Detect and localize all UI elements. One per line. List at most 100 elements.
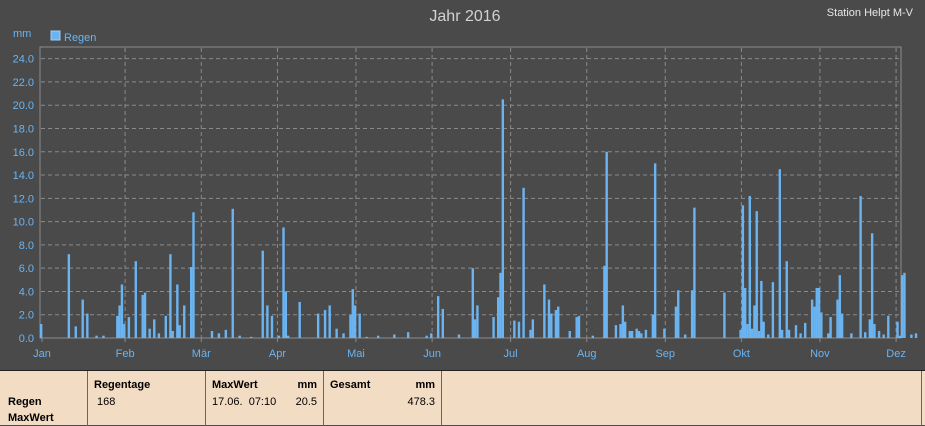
- rain-chart: Jahr 2016 Station Helpt M-V mm Regen 0.0…: [13, 7, 918, 360]
- rain-bar: [192, 212, 195, 338]
- rain-bar: [635, 328, 638, 338]
- rain-bar: [86, 313, 89, 338]
- rain-bar: [827, 333, 830, 338]
- y-tick-label: 0.0: [19, 333, 34, 345]
- rain-bar: [743, 287, 747, 338]
- rain-bar: [270, 315, 274, 338]
- rain-bar: [430, 333, 433, 338]
- rain-bar: [441, 308, 445, 338]
- rain-bar: [189, 266, 193, 338]
- rain-bar: [591, 335, 595, 338]
- rain-bar: [102, 335, 105, 338]
- rain-bar: [550, 313, 553, 338]
- rain-bar: [785, 261, 788, 338]
- rain-bar: [820, 312, 823, 338]
- rain-bar: [335, 328, 338, 338]
- maxwert-header: MaxWert: [212, 379, 258, 391]
- rain-bar: [780, 329, 784, 338]
- rain-bar: [910, 334, 913, 338]
- rain-bar: [690, 290, 694, 338]
- rain-bar: [757, 331, 761, 338]
- rain-bar: [284, 291, 288, 338]
- rain-bar: [250, 336, 253, 338]
- rain-bar: [903, 272, 906, 338]
- rain-bar: [224, 329, 228, 338]
- x-tick-label: Feb: [116, 348, 135, 360]
- rain-bar: [95, 335, 98, 338]
- rain-bar: [723, 292, 726, 338]
- rain-bar: [864, 332, 867, 338]
- rain-bar: [501, 99, 505, 338]
- y-tick-label: 6.0: [19, 263, 34, 275]
- rain-bar: [637, 331, 641, 338]
- x-tick-label: Jul: [504, 348, 518, 360]
- rain-bar: [496, 297, 500, 338]
- row-label-maxwert: MaxWert: [8, 412, 54, 424]
- y-tick-label: 2.0: [19, 310, 34, 322]
- rain-bar: [238, 335, 241, 338]
- rain-bar: [67, 254, 71, 338]
- rain-bar: [178, 325, 181, 338]
- rain-bar: [517, 321, 521, 338]
- gesamt-value: 478.3: [407, 396, 435, 408]
- rain-bar: [887, 315, 890, 338]
- rain-bar: [771, 282, 775, 338]
- row-label-regen: Regen: [8, 396, 42, 408]
- rain-bar: [640, 333, 643, 338]
- y-tick-label: 4.0: [19, 286, 34, 298]
- rain-bar: [577, 315, 581, 338]
- rain-bar: [457, 334, 461, 338]
- rain-bar: [868, 319, 872, 338]
- rain-bar: [746, 324, 749, 338]
- rain-bar: [116, 315, 119, 338]
- rain-bar: [171, 331, 174, 338]
- rain-bar: [810, 299, 814, 338]
- rain-bar: [900, 275, 904, 338]
- rain-bar: [436, 296, 440, 338]
- y-tick-label: 18.0: [13, 123, 34, 135]
- x-tick-label: Apr: [269, 348, 286, 360]
- rain-bar: [476, 305, 479, 338]
- summary-empty-area: [442, 371, 922, 426]
- rain-bar: [351, 289, 354, 338]
- x-tick-label: Jun: [423, 348, 441, 360]
- rain-bar: [74, 326, 77, 338]
- rain-bar: [850, 333, 853, 338]
- rain-bar: [499, 272, 502, 338]
- rain-bar: [750, 328, 754, 338]
- rain-bar: [896, 321, 899, 338]
- rain-bar: [353, 305, 357, 338]
- rain-bar: [799, 333, 802, 338]
- regentage-column: Regentage 168: [88, 371, 206, 426]
- rain-bar: [277, 335, 281, 338]
- maxwert-unit: mm: [297, 379, 317, 391]
- x-tick-label: Mai: [347, 348, 365, 360]
- rain-bar: [628, 331, 631, 338]
- rain-bar: [183, 305, 186, 338]
- rain-bar: [217, 333, 221, 338]
- rain-bar: [568, 331, 571, 338]
- rain-bar: [651, 314, 655, 338]
- rain-bar: [123, 324, 126, 338]
- rain-bar: [644, 329, 648, 338]
- rain-bar: [898, 335, 902, 338]
- rain-bar: [870, 233, 874, 338]
- rain-bar: [813, 306, 816, 338]
- rain-bar: [157, 333, 161, 338]
- rain-bar: [914, 333, 918, 338]
- rain-bar: [767, 334, 770, 338]
- rain-bar: [674, 306, 678, 338]
- y-tick-label: 24.0: [13, 54, 34, 66]
- rain-bar: [143, 292, 147, 338]
- rain-bar: [621, 305, 625, 338]
- rain-bar: [877, 331, 881, 338]
- y-tick-label: 20.0: [13, 100, 34, 112]
- rain-bar: [859, 195, 862, 338]
- rain-bar: [630, 331, 634, 338]
- rain-bars: [39, 99, 918, 338]
- rain-bar: [316, 313, 320, 338]
- chart-title: Jahr 2016: [429, 8, 500, 25]
- rain-bar: [425, 335, 428, 338]
- x-tick-label: Jan: [33, 348, 51, 360]
- y-tick-label: 10.0: [13, 217, 34, 229]
